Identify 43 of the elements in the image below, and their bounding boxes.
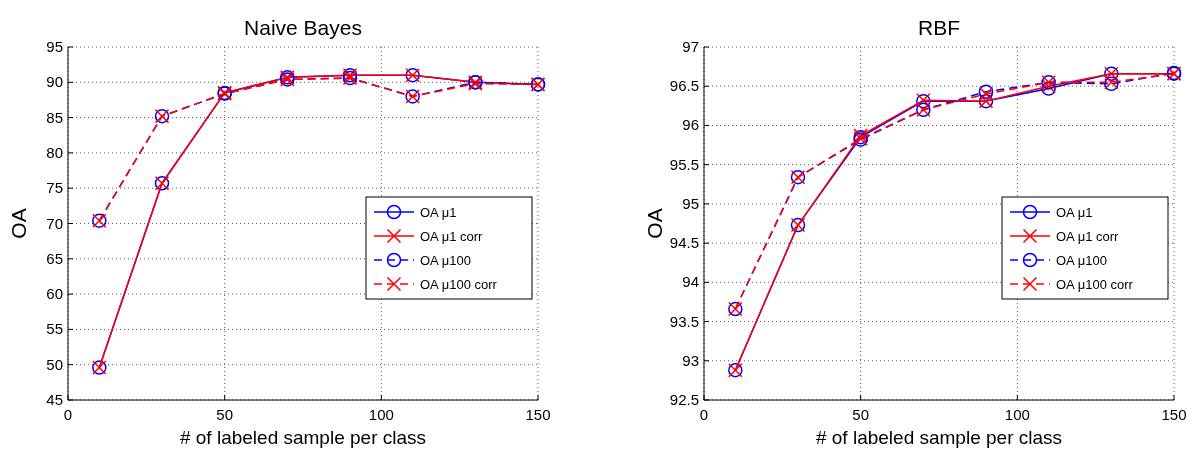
legend-label: OA μ100 corr <box>1056 277 1134 292</box>
y-tick-label: 95 <box>682 194 699 212</box>
x-tick-label: 150 <box>1161 406 1187 423</box>
x-axis-title: # of labeled sample per class <box>179 427 427 448</box>
legend-label: OA μ1 <box>1056 205 1093 220</box>
x-tick-label: 50 <box>216 406 234 423</box>
y-tick-label: 85 <box>46 108 63 126</box>
y-tick-label: 93.5 <box>669 312 699 330</box>
legend-label: OA μ1 corr <box>420 229 484 244</box>
chart-title: Naive Bayes <box>244 16 362 39</box>
chart-title: RBF <box>918 16 960 39</box>
y-tick-label: 65 <box>46 249 63 267</box>
legend-label: OA μ100 <box>420 253 471 268</box>
y-tick-label: 95.5 <box>669 155 699 173</box>
y-tick-label: 95 <box>46 38 63 55</box>
x-tick-label: 100 <box>368 406 394 423</box>
x-tick-label: 50 <box>852 406 870 423</box>
x-tick-label: 150 <box>525 406 551 423</box>
y-tick-label: 96.5 <box>669 77 699 95</box>
y-tick-label: 70 <box>46 214 63 232</box>
y-axis-title: OA <box>643 208 666 239</box>
y-tick-label: 55 <box>46 320 63 338</box>
y-tick-label: 92.5 <box>669 391 699 408</box>
y-axis-title: OA <box>7 208 30 239</box>
x-axis-title: # of labeled sample per class <box>815 427 1063 448</box>
y-tick-label: 97 <box>682 38 699 55</box>
y-tick-label: 96 <box>682 116 699 134</box>
y-tick-label: 90 <box>46 73 63 91</box>
y-tick-label: 45 <box>46 391 63 408</box>
y-tick-label: 80 <box>46 143 63 161</box>
legend-label: OA μ100 <box>1056 253 1107 268</box>
x-tick-label: 0 <box>699 406 709 423</box>
legend-label: OA μ1 <box>420 205 457 220</box>
x-tick-label: 100 <box>1004 406 1030 423</box>
y-tick-label: 75 <box>46 179 63 197</box>
y-tick-label: 60 <box>46 285 63 303</box>
legend-label: OA μ1 corr <box>1056 229 1120 244</box>
y-tick-label: 93 <box>682 351 699 369</box>
y-tick-label: 50 <box>46 355 63 373</box>
y-tick-label: 94.5 <box>669 234 699 252</box>
legend-label: OA μ100 corr <box>420 277 498 292</box>
y-tick-label: 94 <box>682 273 699 291</box>
x-tick-label: 0 <box>63 406 73 423</box>
